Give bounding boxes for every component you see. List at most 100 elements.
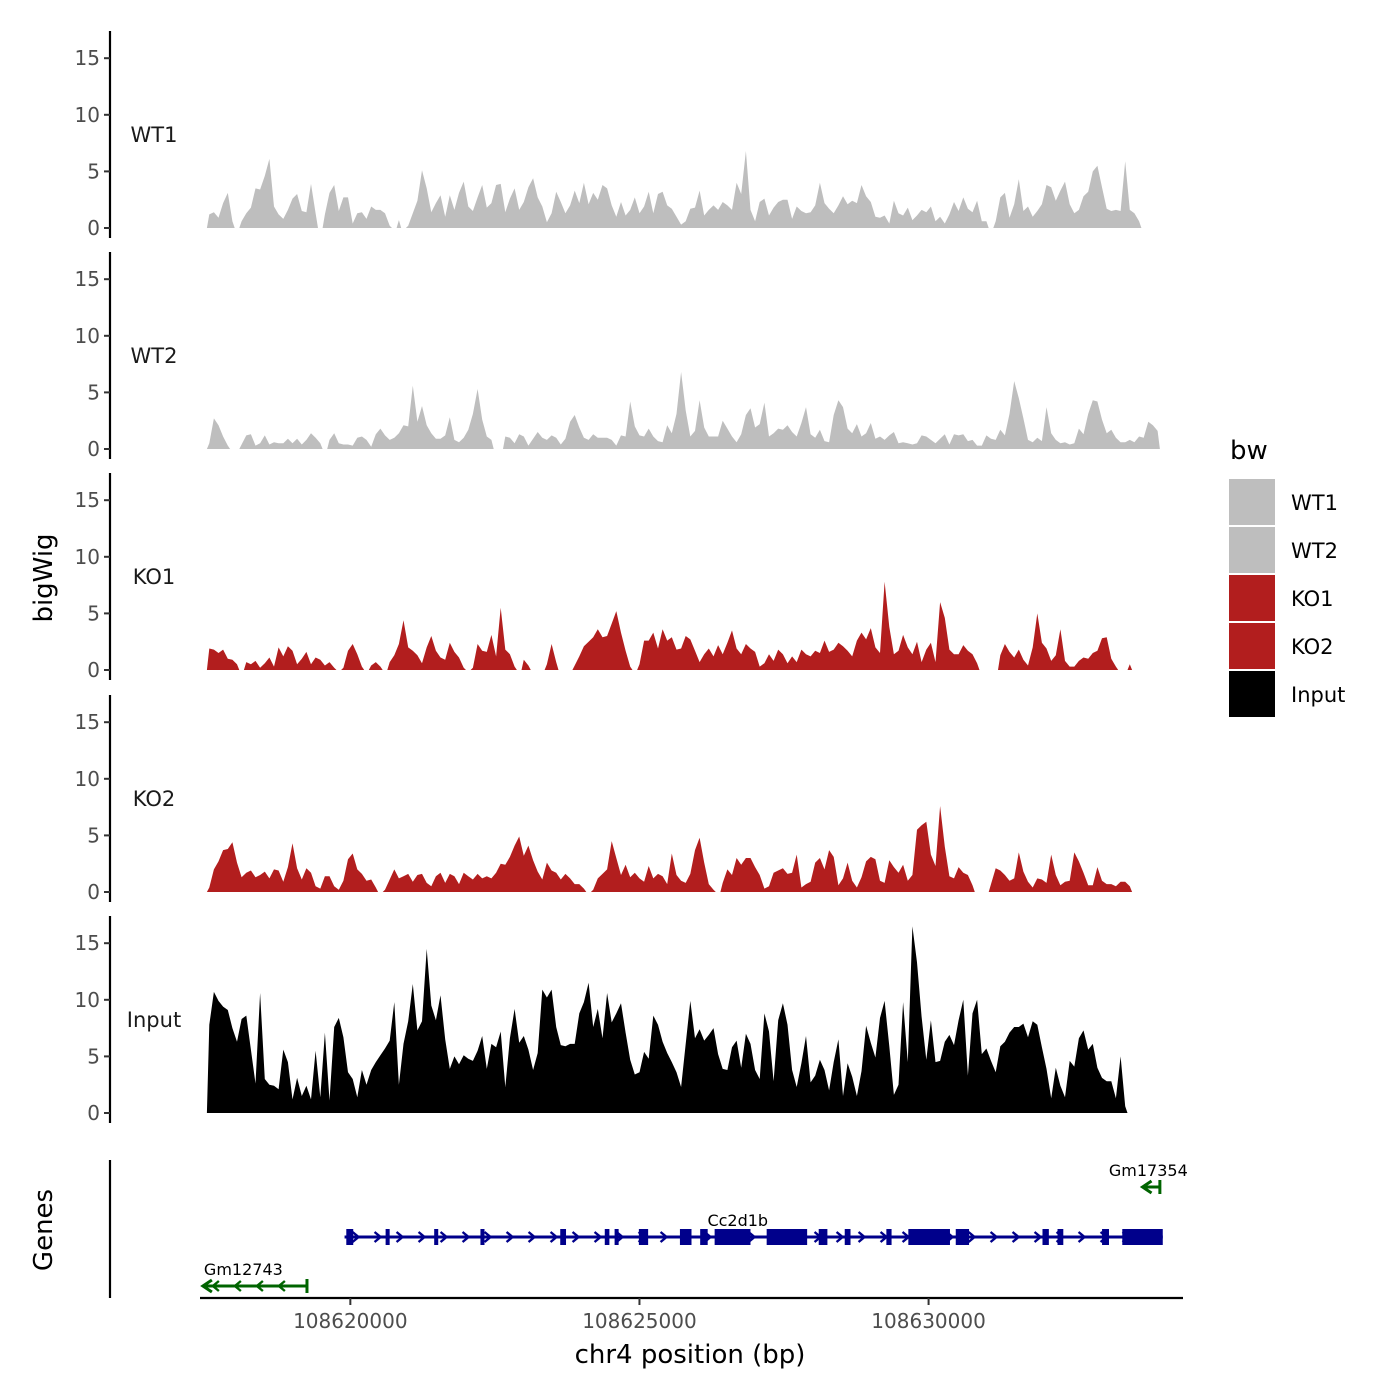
coverage-area-segment — [239, 433, 323, 449]
coverage-area-segment — [503, 372, 1160, 449]
coverage-area-segment — [405, 151, 989, 228]
exon — [700, 1229, 708, 1245]
legend-swatch — [1229, 527, 1275, 573]
x-tick-label: 108630000 — [871, 1309, 986, 1333]
track-ko1: 0 5 10 15 KO1 — [75, 473, 1133, 682]
y-tick-label: 15 — [75, 488, 100, 512]
x-tick-label: 108625000 — [582, 1309, 697, 1333]
y-tick-label: 0 — [87, 1101, 100, 1125]
coverage-area-segment — [368, 662, 383, 670]
strand-chevron — [1033, 1231, 1043, 1243]
y-tick-label: 15 — [75, 267, 100, 291]
strand-chevron — [1011, 1231, 1021, 1243]
legend-swatch — [1229, 479, 1275, 525]
legend-swatch — [1229, 671, 1275, 717]
coverage-area-segment — [206, 418, 231, 449]
x-axis-title: chr4 position (bp) — [575, 1340, 806, 1370]
coverage-area-segment — [206, 192, 235, 228]
strand-chevron — [255, 1280, 264, 1292]
coverage-area-segment — [572, 611, 633, 670]
coverage-area-segment — [998, 613, 1119, 670]
coverage-area-segment — [206, 842, 379, 892]
legend-title: bw — [1230, 436, 1268, 466]
strand-chevron — [967, 1231, 977, 1243]
strand-chevron — [483, 1231, 493, 1243]
coverage-area-segment — [544, 644, 559, 670]
legend-label: WT2 — [1291, 539, 1338, 563]
exon — [886, 1229, 892, 1245]
strand-chevron — [835, 1231, 845, 1243]
legend-label: KO2 — [1291, 635, 1334, 659]
y-tick-label: 5 — [87, 159, 100, 183]
legend: bw WT1 WT2 KO1 KO2 Input — [1229, 436, 1345, 717]
track-label: WT2 — [131, 344, 178, 368]
coverage-area-segment — [521, 659, 531, 670]
coverage-tracks: 0 5 10 15 WT1 0 5 10 15 WT2 0 5 10 15 KO1 0 5 10 15 KO2 0 5 10… — [75, 31, 1160, 1125]
y-tick-label: 5 — [87, 1044, 100, 1068]
track-wt2: 0 5 10 15 WT2 — [75, 252, 1160, 461]
y-tick-label: 5 — [87, 823, 100, 847]
genes-axis-title: Genes — [29, 1189, 59, 1271]
y-tick-label: 10 — [75, 324, 100, 348]
strand-chevron — [439, 1231, 449, 1243]
strand-chevron — [989, 1231, 999, 1243]
coverage-area-segment — [720, 806, 975, 892]
exon — [346, 1229, 354, 1245]
gene-track: Gm17354 Cc2d1b Gm12743 — [108, 1160, 1188, 1298]
gene-cc2d1b: Cc2d1b — [344, 1211, 1163, 1245]
exon — [1102, 1229, 1109, 1245]
exon — [604, 1229, 610, 1245]
exon — [1122, 1229, 1163, 1245]
exon — [638, 1229, 649, 1245]
gene-gm12743: Gm12743 — [200, 1260, 309, 1294]
exon — [679, 1229, 692, 1245]
y-tick-label: 10 — [75, 988, 100, 1012]
exon — [434, 1229, 439, 1245]
coverage-area-segment — [1127, 664, 1133, 670]
strand-chevron — [505, 1231, 515, 1243]
x-axis: 108620000 108625000 108630000 — [200, 1296, 1183, 1333]
strand-chevron — [1077, 1231, 1087, 1243]
strand-chevron — [571, 1231, 581, 1243]
y-tick-label: 10 — [75, 545, 100, 569]
exon — [818, 1229, 828, 1245]
legend-item-input: Input — [1229, 671, 1345, 717]
strand-chevron — [659, 1231, 669, 1243]
track-wt1: 0 5 10 15 WT1 — [75, 31, 1142, 240]
strand-chevron — [527, 1231, 537, 1243]
track-label: Input — [127, 1008, 181, 1032]
y-tick-label: 0 — [87, 216, 100, 240]
y-tick-label: 10 — [75, 103, 100, 127]
coverage-area-segment — [470, 607, 517, 670]
gene-gm17354: Gm17354 — [1109, 1161, 1188, 1195]
coverage-area-segment — [327, 385, 494, 449]
legend-item-ko1: KO1 — [1229, 575, 1334, 621]
exon — [385, 1229, 390, 1245]
exon — [560, 1229, 567, 1245]
y-tick-label: 15 — [75, 931, 100, 955]
strand-chevron — [461, 1231, 471, 1243]
track-ko2: 0 5 10 15 KO2 — [75, 695, 1133, 904]
coverage-area-segment — [590, 837, 716, 892]
y-tick-label: 0 — [87, 437, 100, 461]
track-input: 0 5 10 15 Input — [75, 916, 1128, 1125]
strand-chevron — [211, 1280, 220, 1292]
legend-item-wt1: WT1 — [1229, 479, 1338, 525]
y-tick-label: 5 — [87, 601, 100, 625]
coverage-area-segment — [382, 836, 587, 892]
coverage-area-segment — [396, 220, 402, 228]
coverage-area-segment — [387, 620, 466, 670]
coverage-area-segment — [239, 158, 318, 228]
track-label: KO1 — [133, 565, 176, 589]
gene-end-arrow — [200, 1278, 213, 1294]
y-tick-label: 0 — [87, 880, 100, 904]
exon — [480, 1229, 485, 1245]
coverage-area-segment — [206, 648, 240, 670]
legend-item-wt2: WT2 — [1229, 527, 1338, 573]
exon — [614, 1229, 619, 1245]
strand-chevron — [593, 1231, 603, 1243]
legend-label: KO1 — [1291, 587, 1334, 611]
track-label: WT1 — [131, 123, 178, 147]
exon — [1057, 1229, 1064, 1245]
